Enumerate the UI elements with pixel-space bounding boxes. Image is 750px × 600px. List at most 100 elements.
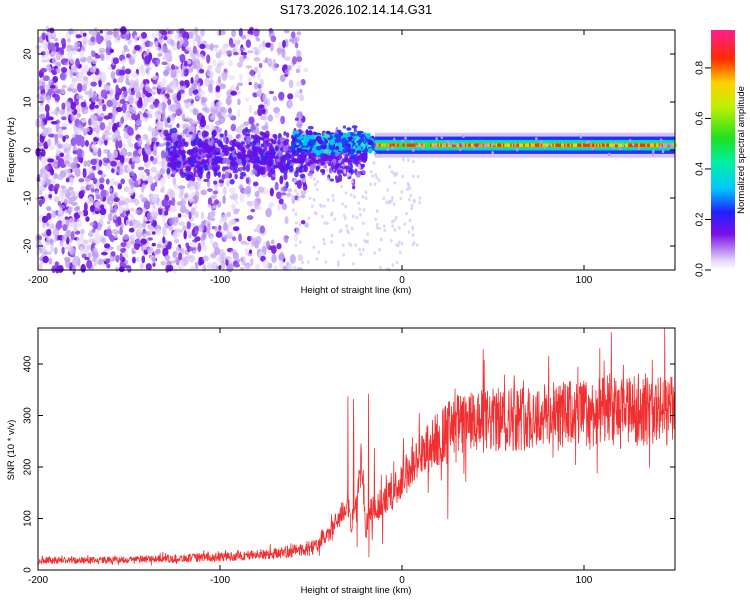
- spectrogram-faint-blob: [294, 221, 298, 225]
- spectrogram-band-blob: [229, 152, 233, 160]
- spectrogram-band-blob: [350, 154, 356, 163]
- spectrogram-noise-blob: [54, 261, 59, 267]
- spectrogram-noise-blob: [171, 64, 175, 71]
- spectrogram-line-core: [533, 143, 536, 147]
- spectrogram-faint-blob: [354, 243, 358, 248]
- spectrogram-noise-blob: [76, 218, 83, 228]
- spectrogram-noise-blob: [77, 82, 83, 93]
- spectrogram-noise-blob: [152, 78, 158, 85]
- spectrogram-noise-blob: [178, 192, 184, 199]
- spectrogram-line-core: [524, 143, 527, 147]
- spectrogram-noise-blob: [245, 39, 251, 48]
- spectrogram-band-blob: [250, 134, 255, 139]
- spectrogram-noise-blob: [61, 116, 67, 121]
- spectrogram-band-blob: [250, 158, 256, 164]
- spectrogram-noise-blob: [35, 196, 42, 201]
- spectrogram-line-core: [505, 143, 508, 147]
- spectrogram-noise-blob: [239, 193, 245, 203]
- spectrogram-noise-blob: [267, 57, 273, 67]
- spectrogram-noise-blob: [250, 208, 256, 213]
- spectrogram-noise-blob: [170, 113, 176, 121]
- spectrogram-noise-blob: [127, 94, 135, 105]
- spectrogram-faint-blob: [409, 193, 413, 198]
- spectrogram-noise-blob: [111, 228, 119, 235]
- spectrogram-noise-blob: [190, 77, 194, 85]
- spectrogram-transition-blob: [367, 147, 373, 154]
- spectrogram-faint-blob: [345, 224, 348, 228]
- spectrogram-noise-blob: [287, 188, 293, 193]
- spectrogram-noise-blob: [76, 123, 84, 129]
- spectrogram-faint-blob: [358, 247, 362, 252]
- spectrogram-transition-blob: [341, 143, 346, 148]
- spectrogram-noise-blob: [99, 183, 105, 190]
- spectrogram-line-speck: [434, 144, 438, 149]
- spectrogram-noise-blob: [114, 202, 118, 210]
- spectrogram-noise-blob: [135, 238, 141, 245]
- spectrogram-band-blob: [217, 171, 222, 178]
- spectrogram-noise-blob: [228, 75, 235, 81]
- spectrogram-noise-blob: [163, 35, 168, 41]
- spectrogram-noise-blob: [189, 185, 194, 192]
- spectrogram-noise-blob: [160, 260, 167, 266]
- spectrogram-noise-blob: [178, 221, 185, 226]
- spectrogram-line-core: [534, 143, 538, 147]
- spectrogram-noise-blob: [183, 230, 187, 240]
- spectrogram-band-blob: [344, 165, 350, 170]
- spectrogram-noise-blob: [64, 58, 69, 62]
- spectrogram-noise-blob: [157, 102, 164, 112]
- spectrogram-noise-blob: [279, 175, 284, 185]
- spectrogram-noise-blob: [76, 137, 82, 147]
- spectrogram-noise-blob: [147, 246, 154, 255]
- spectrogram-line-core: [475, 143, 478, 147]
- spectrogram-line-core: [438, 143, 441, 147]
- spectrogram-noise-blob: [283, 235, 288, 243]
- spectrogram-line-core: [494, 143, 497, 147]
- spectrogram-noise-blob: [116, 244, 122, 252]
- spectrogram-noise-blob: [99, 207, 107, 216]
- spectrogram-noise-blob: [191, 83, 197, 91]
- spectrogram-noise-blob: [188, 87, 194, 97]
- spectrogram-noise-blob: [89, 87, 93, 98]
- spectrogram-noise-blob: [160, 186, 165, 193]
- spectrogram-noise-blob: [269, 42, 274, 52]
- spectrogram-noise-blob: [39, 85, 44, 90]
- spectrogram-noise-blob: [245, 57, 250, 61]
- spectrogram-noise-blob: [209, 253, 217, 259]
- spectrogram-band-blob: [181, 150, 185, 158]
- spectrogram-noise-blob: [44, 165, 49, 170]
- spectrogram-noise-blob: [166, 38, 174, 45]
- spectrogram-noise-blob: [134, 86, 141, 93]
- spectrogram-noise-blob: [180, 68, 185, 78]
- spectrogram-noise-blob: [70, 47, 76, 52]
- spectrogram-line-core: [552, 143, 555, 147]
- spectrogram-noise-blob: [42, 75, 50, 82]
- spectrogram-noise-blob: [106, 263, 111, 269]
- spectrogram-faint-blob: [312, 177, 316, 181]
- spectrogram-band-blob: [229, 178, 235, 185]
- spectrogram-noise-blob: [72, 265, 76, 273]
- spectrogram-noise-blob: [284, 68, 290, 76]
- spectrogram-noise-blob: [162, 226, 166, 236]
- spectrogram-line-core: [511, 143, 514, 147]
- spectrogram-noise-blob: [130, 105, 137, 114]
- spectrogram-line-speck: [651, 152, 655, 156]
- spectrogram-noise-blob: [232, 252, 239, 260]
- spectrogram-noise-blob: [206, 188, 213, 192]
- spectrogram-faint-blob: [395, 171, 399, 176]
- spectrogram-noise-blob: [98, 234, 105, 239]
- spectrogram-band-blob: [213, 137, 219, 144]
- spectrogram-line-speck: [401, 139, 404, 143]
- spectrogram-noise-blob: [236, 125, 243, 134]
- spectrogram-noise-blob: [269, 202, 275, 207]
- spectrogram-noise-blob: [188, 198, 195, 202]
- spectrogram-noise-blob: [158, 143, 165, 148]
- spectrogram-line-core: [546, 143, 549, 147]
- spectrogram-noise-blob: [115, 140, 119, 150]
- spectrogram-band-blob: [229, 160, 234, 166]
- spectrogram-faint-blob: [315, 187, 319, 192]
- spectrogram-band-blob: [188, 159, 195, 165]
- spectrogram-noise-blob: [281, 202, 288, 211]
- spectrogram-band-blob: [245, 144, 250, 149]
- snr-ytick-label: 200: [23, 458, 34, 475]
- spectrogram-noise-blob: [127, 127, 134, 136]
